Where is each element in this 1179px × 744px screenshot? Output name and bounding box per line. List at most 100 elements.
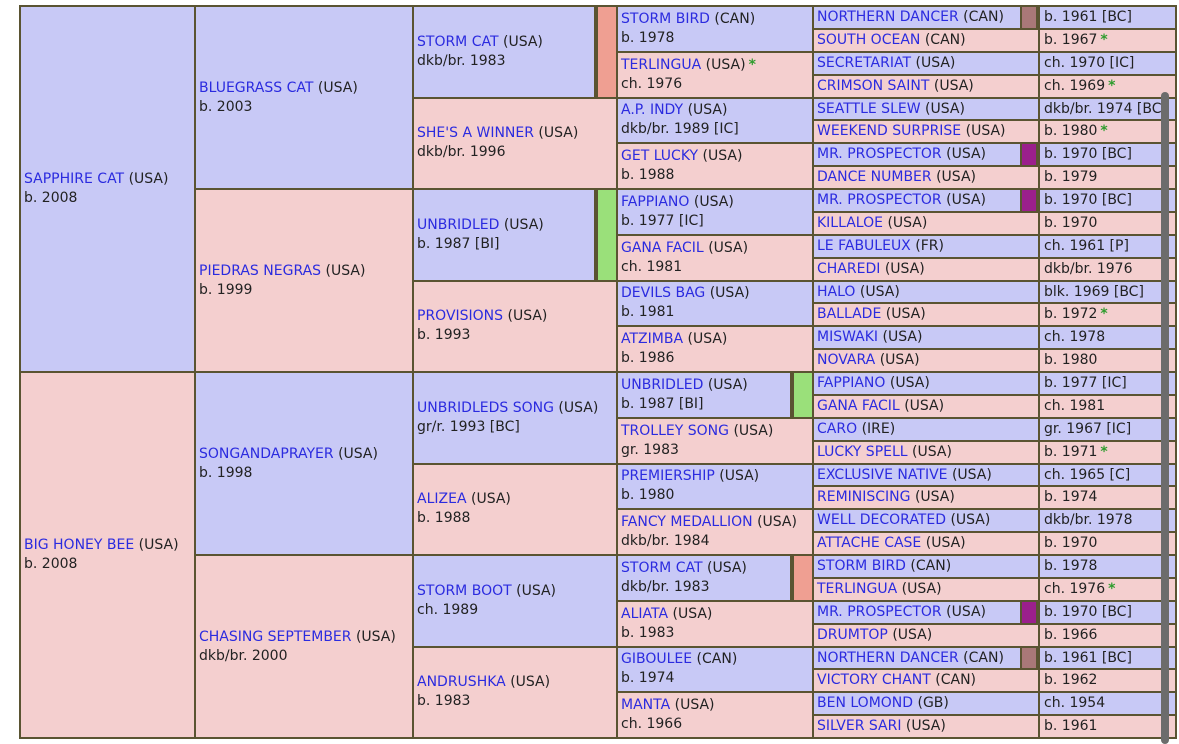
horse-date-cell: b. 1970 [BC] bbox=[1038, 599, 1177, 625]
star-icon: * bbox=[1100, 123, 1108, 140]
horse-country: (USA) bbox=[884, 260, 925, 277]
horse-name-link[interactable]: CRIMSON SAINT bbox=[817, 77, 930, 94]
horse-name-link[interactable]: GIBOULEE bbox=[621, 651, 693, 668]
horse-name-link[interactable]: STORM CAT bbox=[621, 559, 703, 576]
horse-name-link[interactable]: REMINISCING bbox=[817, 489, 911, 506]
horse-foaled: b. 1987 [BI] bbox=[621, 395, 704, 412]
star-icon: * bbox=[1100, 306, 1108, 323]
horse-name-link[interactable]: FAPPIANO bbox=[621, 193, 690, 210]
horse-country: (USA) bbox=[912, 443, 952, 460]
horse-name-link[interactable]: ATZIMBA bbox=[621, 331, 684, 348]
horse-date-cell: ch. 1965 [C] bbox=[1038, 462, 1177, 488]
horse-foaled: b. 1999 bbox=[199, 281, 253, 298]
horse-name-link[interactable]: GET LUCKY bbox=[621, 148, 699, 165]
vertical-scrollbar[interactable] bbox=[1161, 92, 1169, 744]
horse-name-link[interactable]: DRUMTOP bbox=[817, 626, 888, 643]
horse-name-link[interactable]: TROLLEY SONG bbox=[621, 422, 729, 439]
horse-name-link[interactable]: NORTHERN DANCER bbox=[817, 9, 959, 25]
horse-name-link[interactable]: MR. PROSPECTOR bbox=[817, 603, 942, 620]
horse-name-link[interactable]: LUCKY SPELL bbox=[817, 443, 908, 460]
horse-title: STORM BIRD (CAN) bbox=[621, 10, 809, 29]
horse-title: BIG HONEY BEE (USA) bbox=[24, 536, 191, 555]
horse-name-link[interactable]: ALIATA bbox=[621, 605, 669, 622]
horse-name-link[interactable]: SAPPHIRE CAT bbox=[24, 171, 125, 187]
horse-cell: REMINISCING (USA) bbox=[812, 485, 1040, 511]
horse-country: (USA) bbox=[687, 331, 728, 348]
horse-name-link[interactable]: MISWAKI bbox=[817, 329, 879, 346]
horse-name-link[interactable]: MANTA bbox=[621, 697, 671, 714]
horse-name-link[interactable]: BALLADE bbox=[817, 306, 882, 323]
horse-name-link[interactable]: PROVISIONS bbox=[417, 308, 504, 325]
horse-name-link[interactable]: SEATTLE SLEW bbox=[817, 100, 921, 117]
horse-name-link[interactable]: SECRETARIAT bbox=[817, 54, 912, 71]
horse-country: (USA) bbox=[470, 491, 511, 508]
horse-name-link[interactable]: GANA FACIL bbox=[817, 397, 900, 414]
horse-name-link[interactable]: UNBRIDLED bbox=[621, 376, 704, 393]
horse-name-link[interactable]: ANDRUSHKA bbox=[417, 674, 506, 691]
horse-name-link[interactable]: VICTORY CHANT bbox=[817, 672, 931, 689]
horse-country: (USA) bbox=[951, 466, 992, 483]
horse-date-cell: ch. 1969 * bbox=[1038, 73, 1177, 99]
horse-name-link[interactable]: TERLINGUA bbox=[817, 580, 898, 597]
horse-name-link[interactable]: SOUTH OCEAN bbox=[817, 31, 921, 48]
horse-name-link[interactable]: UNBRIDLEDS SONG bbox=[417, 399, 554, 416]
horse-name-link[interactable]: TERLINGUA bbox=[621, 56, 702, 73]
horse-name-link[interactable]: SILVER SARI bbox=[817, 718, 902, 735]
horse-date-cell: dkb/br. 1974 [BC] bbox=[1038, 96, 1177, 122]
horse-name-link[interactable]: FAPPIANO bbox=[817, 375, 886, 391]
horse-country: (USA) bbox=[885, 306, 926, 323]
horse-name-link[interactable]: A.P. INDY bbox=[621, 102, 684, 119]
horse-name-link[interactable]: MR. PROSPECTOR bbox=[817, 146, 942, 163]
horse-name-link[interactable]: FANCY MEDALLION bbox=[621, 514, 753, 531]
horse-foaled: dkb/br. 2000 bbox=[199, 647, 288, 664]
horse-date-cell: b. 1970 [BC] bbox=[1038, 188, 1177, 213]
horse-cell: BIG HONEY BEE (USA) b. 2008 bbox=[19, 371, 196, 739]
horse-name-link[interactable]: ATTACHE CASE bbox=[817, 535, 922, 552]
horse-foaled: ch. 1961 [P] bbox=[1044, 237, 1129, 254]
horse-cell: DANCE NUMBER (USA) bbox=[812, 165, 1040, 190]
horse-name-link[interactable]: WEEKEND SURPRISE bbox=[817, 123, 962, 140]
horse-name-link[interactable]: BIG HONEY BEE bbox=[24, 537, 135, 553]
horse-name-link[interactable]: NORTHERN DANCER bbox=[817, 649, 959, 666]
horse-country: (USA) bbox=[915, 54, 956, 71]
horse-name-link[interactable]: STORM CAT bbox=[417, 33, 499, 50]
horse-cell: ATZIMBA (USA) b. 1986 bbox=[616, 325, 814, 373]
horse-name-link[interactable]: CARO bbox=[817, 420, 858, 437]
horse-foaled: dkb/br. 1983 bbox=[417, 52, 506, 69]
horse-name-link[interactable]: LE FABULEUX bbox=[817, 237, 911, 254]
horse-foaled: gr. 1967 [IC] bbox=[1044, 420, 1132, 437]
horse-name-link[interactable]: PREMIERSHIP bbox=[621, 468, 715, 485]
horse-country: (USA) bbox=[887, 214, 928, 231]
horse-name-link[interactable]: DANCE NUMBER bbox=[817, 169, 932, 186]
horse-foaled: b. 1983 bbox=[621, 624, 675, 641]
horse-name-link[interactable]: STORM BIRD bbox=[621, 10, 710, 27]
horse-date-cell: ch. 1954 bbox=[1038, 691, 1177, 717]
inbreeding-marker bbox=[596, 5, 618, 99]
horse-name-link[interactable]: CHASING SEPTEMBER bbox=[199, 628, 352, 645]
horse-name-link[interactable]: MR. PROSPECTOR bbox=[817, 192, 942, 208]
horse-foaled: b. 2008 bbox=[24, 556, 78, 572]
horse-title: DEVILS BAG (USA) bbox=[621, 284, 809, 303]
horse-name-link[interactable]: SONGANDAPRAYER bbox=[199, 445, 334, 462]
horse-foaled: dkb/br. 1978 bbox=[1044, 512, 1133, 529]
horse-foaled: ch. 1989 bbox=[417, 601, 479, 618]
horse-name-link[interactable]: WELL DECORATED bbox=[817, 512, 946, 529]
horse-country: (USA) bbox=[702, 148, 743, 165]
horse-name-link[interactable]: CHAREDI bbox=[817, 260, 881, 277]
horse-name-link[interactable]: STORM BIRD bbox=[817, 558, 906, 574]
horse-name-link[interactable]: UNBRIDLED bbox=[417, 216, 500, 233]
horse-name-link[interactable]: DEVILS BAG bbox=[621, 285, 706, 302]
horse-name-link[interactable]: ALIZEA bbox=[417, 491, 467, 508]
horse-name-link[interactable]: HALO bbox=[817, 283, 856, 300]
horse-name-link[interactable]: BEN LOMOND bbox=[817, 695, 914, 712]
horse-name-link[interactable]: EXCLUSIVE NATIVE bbox=[817, 466, 948, 483]
horse-name-link[interactable]: STORM BOOT bbox=[417, 582, 512, 599]
horse-name-link[interactable]: PIEDRAS NEGRAS bbox=[199, 262, 322, 279]
horse-name-link[interactable]: GANA FACIL bbox=[621, 239, 704, 256]
horse-name-link[interactable]: SHE'S A WINNER bbox=[417, 125, 534, 142]
horse-name-link[interactable]: BLUEGRASS CAT bbox=[199, 79, 314, 96]
horse-name-link[interactable]: NOVARA bbox=[817, 352, 876, 369]
horse-name-link[interactable]: KILLALOE bbox=[817, 214, 883, 231]
horse-foaled: dkb/br. 1989 [IC] bbox=[621, 121, 739, 138]
horse-cell: BEN LOMOND (GB) bbox=[812, 691, 1040, 717]
